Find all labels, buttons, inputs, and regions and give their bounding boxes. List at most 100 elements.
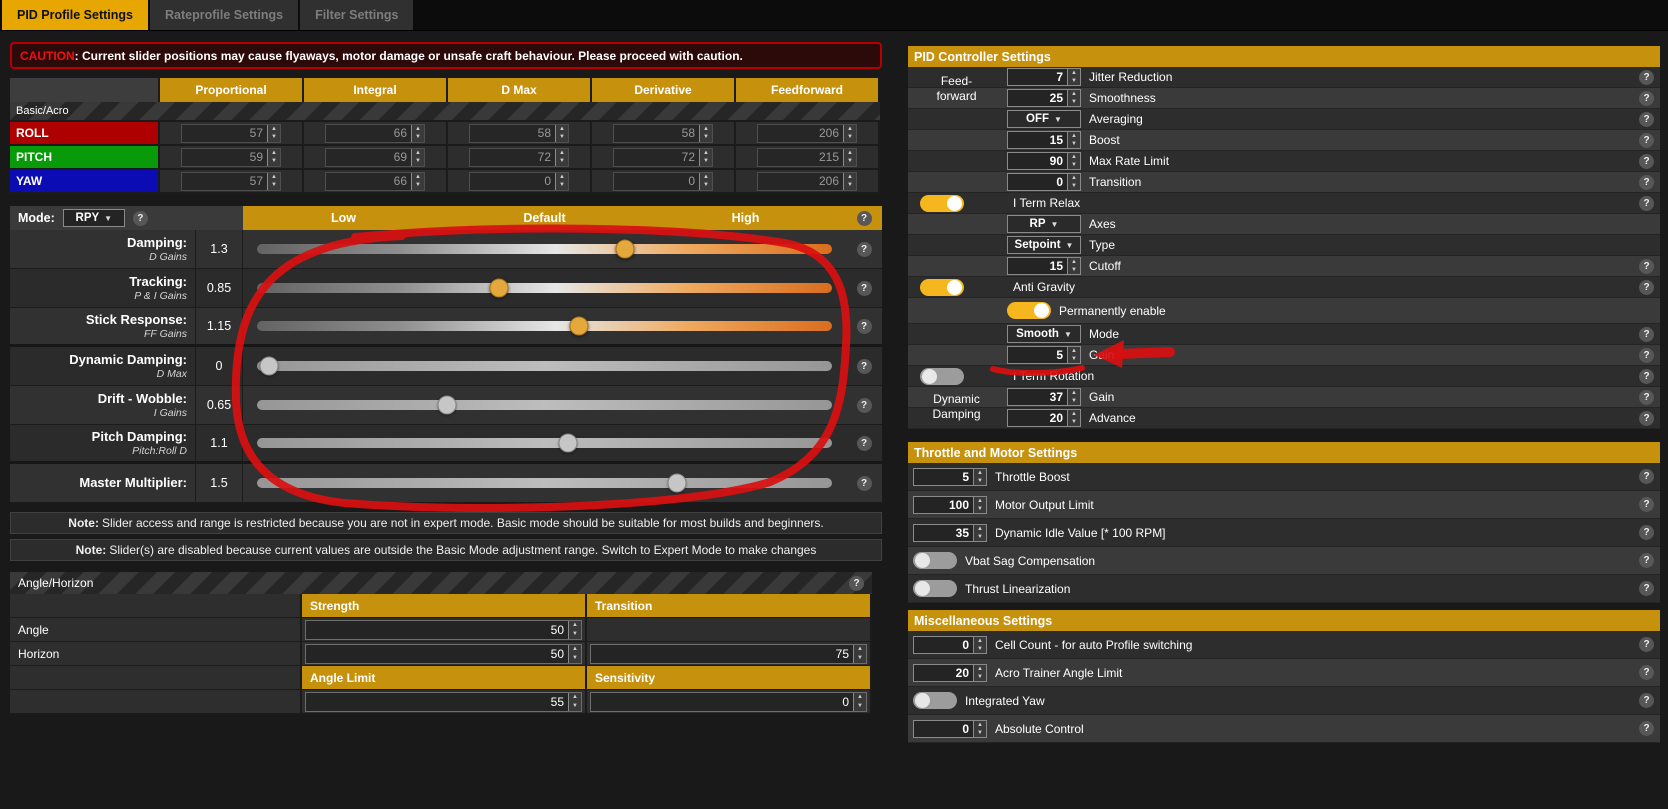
spinner-icon[interactable]: ▲ ▼ <box>411 148 424 166</box>
spinner-up-icon[interactable]: ▲ <box>271 149 277 156</box>
spinner-down-icon[interactable]: ▼ <box>1071 99 1077 105</box>
spinner-up-icon[interactable]: ▲ <box>572 694 578 700</box>
slider-track[interactable] <box>257 473 832 493</box>
roll-p-input[interactable]: 57 ▲ ▼ <box>181 123 281 143</box>
tab-rateprofile-settings[interactable]: Rateprofile Settings <box>150 0 299 30</box>
spinner-icon[interactable]: ▲ ▼ <box>411 172 424 190</box>
spinner-down-icon[interactable]: ▼ <box>559 182 565 189</box>
spinner-up-icon[interactable]: ▲ <box>415 149 421 156</box>
spinner-down-icon[interactable]: ▼ <box>1071 398 1077 404</box>
help-icon[interactable]: ? <box>132 210 148 226</box>
spinner-up-icon[interactable]: ▲ <box>559 173 565 180</box>
help-icon[interactable]: ? <box>856 241 872 257</box>
spinner-icon[interactable]: ▲ ▼ <box>853 644 866 663</box>
slider-track[interactable] <box>257 356 832 376</box>
tab-pid-profile-settings[interactable]: PID Profile Settings <box>2 0 148 30</box>
yaw-dmax-input[interactable]: 0 ▲ ▼ <box>469 171 569 191</box>
spinner-up-icon[interactable]: ▲ <box>415 125 421 132</box>
spinner-down-icon[interactable]: ▼ <box>847 134 853 141</box>
throttle-boost-input[interactable]: 5 ▲ ▼ <box>913 467 987 486</box>
help-icon[interactable]: ? <box>856 358 872 374</box>
slider-mode-select[interactable]: RPY ▼ <box>62 209 125 227</box>
spinner-down-icon[interactable]: ▼ <box>572 703 578 709</box>
spinner-up-icon[interactable]: ▲ <box>857 646 863 652</box>
help-icon[interactable]: ? <box>1639 721 1654 736</box>
help-icon[interactable]: ? <box>1639 389 1654 405</box>
pitch-p-input[interactable]: 59 ▲ ▼ <box>181 147 281 167</box>
spinner-up-icon[interactable]: ▲ <box>977 497 983 504</box>
spinner-up-icon[interactable]: ▲ <box>847 125 853 132</box>
dynamic-idle-input[interactable]: 35 ▲ ▼ <box>913 523 987 542</box>
integrated-yaw-toggle[interactable] <box>913 692 957 709</box>
spinner-down-icon[interactable]: ▼ <box>1071 419 1077 425</box>
help-icon[interactable]: ? <box>1639 581 1654 596</box>
spinner-down-icon[interactable]: ▼ <box>1071 356 1077 362</box>
spinner-up-icon[interactable]: ▲ <box>1071 348 1077 354</box>
spinner-up-icon[interactable]: ▲ <box>572 646 578 652</box>
iterm-relax-toggle[interactable] <box>920 194 964 212</box>
help-icon[interactable]: ? <box>856 475 872 491</box>
spinner-down-icon[interactable]: ▼ <box>1071 183 1077 189</box>
help-icon[interactable]: ? <box>1639 279 1654 295</box>
spinner-icon[interactable]: ▲ ▼ <box>1067 347 1080 363</box>
spinner-up-icon[interactable]: ▲ <box>847 149 853 156</box>
spinner-up-icon[interactable]: ▲ <box>1071 390 1077 396</box>
help-icon[interactable]: ? <box>1639 153 1654 169</box>
help-icon[interactable]: ? <box>1639 111 1654 127</box>
help-icon[interactable]: ? <box>1639 174 1654 190</box>
help-icon[interactable]: ? <box>1639 637 1654 652</box>
spinner-down-icon[interactable]: ▼ <box>271 158 277 165</box>
help-icon[interactable]: ? <box>1639 525 1654 540</box>
spinner-down-icon[interactable]: ▼ <box>1071 267 1077 273</box>
help-icon[interactable]: ? <box>1639 90 1654 106</box>
spinner-down-icon[interactable]: ▼ <box>703 182 709 189</box>
slider-handle[interactable] <box>259 356 278 376</box>
help-icon[interactable]: ? <box>1639 258 1654 274</box>
averaging-select[interactable]: OFF ▼ <box>1007 110 1081 128</box>
spinner-icon[interactable]: ▲ ▼ <box>568 620 581 639</box>
spinner-icon[interactable]: ▲ ▼ <box>843 124 856 142</box>
spinner-down-icon[interactable]: ▼ <box>703 158 709 165</box>
acro-trainer-input[interactable]: 20 ▲ ▼ <box>913 663 987 682</box>
spinner-up-icon[interactable]: ▲ <box>1071 259 1077 265</box>
help-icon[interactable]: ? <box>1639 195 1654 211</box>
spinner-down-icon[interactable]: ▼ <box>847 158 853 165</box>
spinner-down-icon[interactable]: ▼ <box>977 645 983 652</box>
pitch-i-input[interactable]: 69 ▲ ▼ <box>325 147 425 167</box>
spinner-up-icon[interactable]: ▲ <box>703 149 709 156</box>
spinner-up-icon[interactable]: ▲ <box>1071 175 1077 181</box>
spinner-icon[interactable]: ▲ ▼ <box>1067 69 1080 85</box>
pitch-dmax-input[interactable]: 72 ▲ ▼ <box>469 147 569 167</box>
horizon-strength-input[interactable]: 50 ▲ ▼ <box>305 643 582 664</box>
spinner-up-icon[interactable]: ▲ <box>572 622 578 628</box>
spinner-down-icon[interactable]: ▼ <box>977 477 983 484</box>
tab-filter-settings[interactable]: Filter Settings <box>300 0 414 30</box>
pitch-ff-input[interactable]: 215 ▲ ▼ <box>757 147 857 167</box>
vbat-sag-toggle[interactable] <box>913 552 957 569</box>
dynamic-damping-advance-input[interactable]: 20 ▲ ▼ <box>1007 409 1081 427</box>
spinner-up-icon[interactable]: ▲ <box>1071 70 1077 76</box>
help-icon[interactable]: ? <box>1639 132 1654 148</box>
spinner-up-icon[interactable]: ▲ <box>703 125 709 132</box>
spinner-up-icon[interactable]: ▲ <box>271 125 277 132</box>
spinner-icon[interactable]: ▲ ▼ <box>267 148 280 166</box>
help-icon[interactable]: ? <box>1639 69 1654 85</box>
dynamic-damping-gain-input[interactable]: 37 ▲ ▼ <box>1007 388 1081 406</box>
boost-input[interactable]: 15 ▲ ▼ <box>1007 131 1081 149</box>
spinner-icon[interactable]: ▲ ▼ <box>853 692 866 711</box>
spinner-down-icon[interactable]: ▼ <box>977 505 983 512</box>
sensitivity-input[interactable]: 0 ▲ ▼ <box>590 691 867 712</box>
cell-count-input[interactable]: 0 ▲ ▼ <box>913 635 987 654</box>
slider-handle[interactable] <box>437 395 457 415</box>
yaw-d-input[interactable]: 0 ▲ ▼ <box>613 171 713 191</box>
absolute-control-input[interactable]: 0 ▲ ▼ <box>913 719 987 738</box>
spinner-icon[interactable]: ▲ ▼ <box>1067 174 1080 190</box>
yaw-p-input[interactable]: 57 ▲ ▼ <box>181 171 281 191</box>
spinner-down-icon[interactable]: ▼ <box>572 655 578 661</box>
angle-strength-input[interactable]: 50 ▲ ▼ <box>305 619 582 640</box>
spinner-up-icon[interactable]: ▲ <box>559 125 565 132</box>
spinner-icon[interactable]: ▲ ▼ <box>411 124 424 142</box>
spinner-down-icon[interactable]: ▼ <box>977 673 983 680</box>
slider-track[interactable] <box>257 395 832 415</box>
spinner-icon[interactable]: ▲ ▼ <box>1067 90 1080 106</box>
